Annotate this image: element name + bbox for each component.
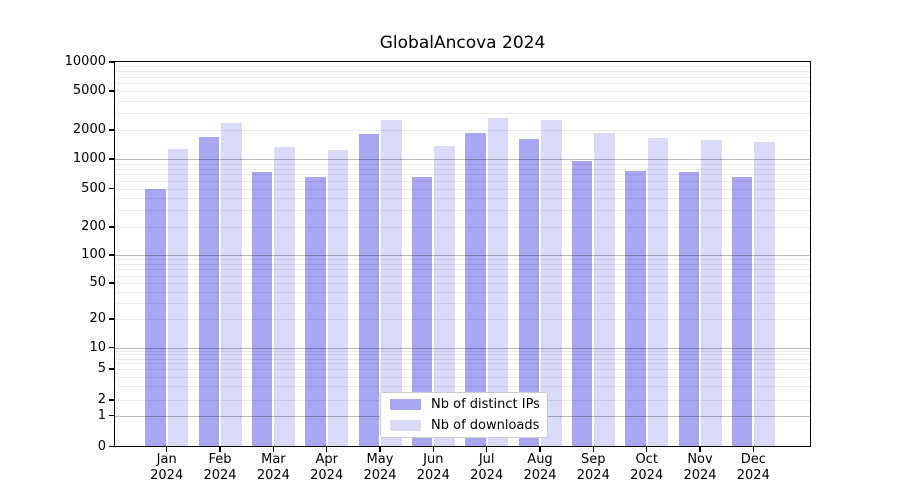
bar-distinct-ips-oct (625, 170, 646, 446)
x-tick-mark (646, 447, 648, 452)
y-tick-mark (109, 61, 114, 63)
gridline-8000 (115, 71, 810, 73)
bar-downloads-apr (327, 150, 349, 446)
x-tick-mark (219, 447, 221, 452)
bar-downloads-aug (541, 120, 562, 446)
y-tick-label-1000: 1000 (72, 151, 106, 166)
bar-downloads-oct (647, 138, 669, 446)
y-tick-label-2: 2 (97, 392, 106, 407)
plot-area: Nb of distinct IPs Nb of downloads (114, 61, 811, 447)
legend-swatch-downloads (390, 420, 421, 431)
y-tick-label-500: 500 (81, 180, 106, 196)
x-tick-label-apr: Apr 2024 (310, 452, 344, 483)
x-tick-label-mar: Mar 2024 (256, 452, 290, 483)
x-tick-mark (486, 447, 488, 452)
legend-label-downloads: Nb of downloads (431, 418, 540, 433)
x-tick-mark (539, 447, 541, 452)
y-tick-mark (109, 254, 114, 256)
y-tick-mark (109, 226, 114, 228)
bar-downloads-sep (594, 132, 615, 446)
x-tick-mark (272, 447, 274, 452)
x-tick-label-jan: Jan 2024 (150, 452, 184, 483)
y-tick-mark (109, 399, 114, 401)
y-tick-label-100: 100 (81, 247, 106, 262)
y-tick-mark (109, 282, 114, 284)
x-tick-mark (326, 447, 328, 452)
bar-distinct-ips-mar (251, 172, 273, 446)
y-tick-mark (109, 158, 114, 160)
gridline-4000 (115, 100, 810, 102)
bar-downloads-jul (487, 118, 509, 446)
legend-row-downloads: Nb of downloads (381, 417, 547, 435)
y-tick-label-5000: 5000 (72, 83, 106, 98)
bar-distinct-ips-may (358, 133, 379, 446)
y-tick-label-1: 1 (97, 407, 106, 423)
gridline-3000 (115, 112, 810, 114)
x-tick-label-dec: Dec 2024 (736, 452, 770, 483)
x-tick-label-sep: Sep 2024 (576, 452, 610, 483)
gridline-7000 (115, 76, 810, 78)
x-tick-label-may: May 2024 (363, 452, 397, 483)
x-tick-label-aug: Aug 2024 (523, 452, 557, 483)
x-tick-label-jun: Jun 2024 (416, 452, 450, 483)
bar-downloads-nov (701, 140, 722, 446)
y-tick-label-200: 200 (81, 219, 106, 234)
legend-swatch-distinct-ips (390, 399, 421, 410)
x-tick-label-feb: Feb 2024 (203, 452, 237, 483)
bar-downloads-may (381, 119, 402, 446)
bar-distinct-ips-jan (145, 188, 166, 446)
y-tick-label-2000: 2000 (72, 122, 106, 137)
y-tick-mark (109, 414, 114, 417)
x-tick-mark (592, 447, 594, 452)
y-tick-mark (109, 187, 114, 190)
bar-downloads-jun (434, 146, 455, 446)
bar-distinct-ips-feb (198, 136, 219, 446)
bar-distinct-ips-sep (571, 160, 593, 446)
legend-label-distinct-ips: Nb of distinct IPs (431, 397, 540, 412)
bar-distinct-ips-nov (678, 171, 699, 446)
x-tick-label-nov: Nov 2024 (683, 452, 717, 483)
y-tick-label-10000: 10000 (64, 54, 106, 69)
gridline-6000 (115, 83, 810, 85)
x-tick-label-oct: Oct 2024 (630, 452, 664, 483)
y-tick-mark (109, 129, 114, 131)
y-tick-label-50: 50 (89, 275, 106, 290)
x-tick-mark (432, 447, 434, 452)
y-tick-label-20: 20 (89, 311, 106, 326)
y-tick-label-5: 5 (97, 361, 106, 376)
bar-downloads-feb (221, 122, 242, 446)
bar-distinct-ips-jun (411, 177, 433, 446)
y-tick-mark (109, 346, 114, 349)
bar-downloads-dec (754, 141, 775, 446)
bar-distinct-ips-dec (731, 177, 753, 446)
y-tick-label-10: 10 (89, 339, 106, 355)
gridline-9000 (115, 66, 810, 68)
y-tick-mark (109, 318, 114, 320)
x-tick-label-jul: Jul 2024 (470, 452, 504, 483)
x-tick-mark (752, 447, 754, 452)
legend: Nb of distinct IPs Nb of downloads (380, 392, 548, 438)
bar-distinct-ips-apr (305, 176, 326, 446)
y-tick-mark (109, 445, 114, 448)
x-tick-mark (166, 447, 168, 452)
bar-downloads-jan (167, 148, 189, 446)
bar-distinct-ips-aug (518, 139, 539, 446)
gridline-2000 (115, 130, 810, 131)
chart-title: GlobalAncova 2024 (379, 33, 546, 53)
bar-downloads-mar (274, 147, 295, 446)
legend-row-distinct-ips: Nb of distinct IPs (381, 396, 547, 414)
x-tick-mark (699, 447, 701, 452)
y-tick-label-0: 0 (97, 438, 106, 454)
y-tick-mark (109, 368, 114, 370)
y-tick-mark (109, 90, 114, 92)
gridline-5000 (115, 91, 810, 92)
bar-distinct-ips-jul (465, 132, 486, 446)
x-tick-mark (379, 447, 381, 452)
